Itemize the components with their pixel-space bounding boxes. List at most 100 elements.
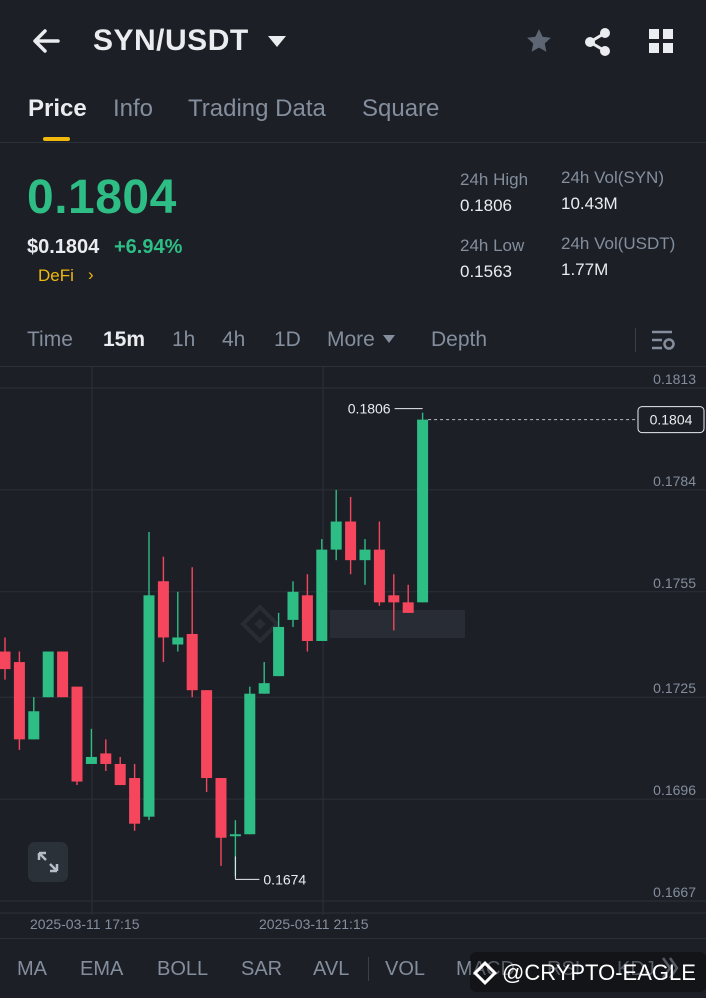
watermark-badge: @CRYPTO-EAGLE bbox=[470, 952, 706, 992]
last-price-label: 0.1804 bbox=[650, 412, 693, 428]
price-change: +6.94% bbox=[114, 236, 183, 258]
candle-body bbox=[172, 637, 184, 645]
candle-body bbox=[28, 711, 40, 740]
candle-body bbox=[0, 651, 11, 670]
chart-grid bbox=[0, 367, 706, 915]
candle-body bbox=[258, 683, 270, 694]
y-tick-label: 0.1813 bbox=[653, 371, 696, 387]
candle-body bbox=[273, 626, 285, 677]
active-tab-indicator bbox=[43, 137, 70, 141]
price-chart[interactable]: 0.1813 0.1784 0.1755 0.1725 0.1696 0.1667 0.1… bbox=[0, 367, 706, 937]
interval-4h[interactable]: 4h bbox=[222, 328, 246, 351]
expand-icon[interactable] bbox=[28, 842, 68, 882]
candle-body bbox=[316, 549, 328, 641]
candle-body bbox=[100, 753, 112, 764]
candle-body bbox=[402, 602, 414, 613]
indicator-macd[interactable]: MACD bbox=[456, 958, 515, 980]
candle-body bbox=[345, 521, 357, 561]
y-tick-label: 0.1784 bbox=[653, 473, 696, 489]
candle-body bbox=[215, 778, 227, 838]
price-markers: 0.1804 0.1806 0.1674 bbox=[234, 401, 705, 887]
low-marker-label: 0.1674 bbox=[263, 871, 306, 887]
candle-body bbox=[244, 693, 256, 835]
candle-body bbox=[129, 778, 141, 824]
share-icon[interactable] bbox=[582, 26, 614, 58]
candle-body bbox=[157, 581, 169, 638]
candles bbox=[0, 412, 429, 877]
y-tick-label: 0.1755 bbox=[653, 575, 696, 591]
pair-title[interactable]: SYN/USDT bbox=[93, 24, 249, 57]
indicator-boll[interactable]: BOLL bbox=[157, 958, 209, 980]
vol-quote-value: 1.77M bbox=[561, 260, 609, 279]
interval-time[interactable]: Time bbox=[27, 328, 73, 351]
high-value: 0.1806 bbox=[460, 196, 512, 215]
tab-info[interactable]: Info bbox=[113, 95, 154, 122]
divider bbox=[0, 938, 706, 939]
indicator-avl[interactable]: AVL bbox=[313, 958, 350, 980]
candle-body bbox=[301, 595, 313, 641]
divider bbox=[0, 142, 706, 143]
vol-base-value: 10.43M bbox=[561, 194, 618, 213]
dropdown-caret-icon[interactable] bbox=[268, 36, 286, 47]
candle-body bbox=[71, 686, 83, 782]
diamond-logo-icon bbox=[472, 960, 498, 986]
top-header: SYN/USDT bbox=[0, 0, 706, 85]
indicator-vol[interactable]: VOL bbox=[385, 958, 426, 980]
candle-body bbox=[417, 419, 429, 603]
y-tick-label: 0.1725 bbox=[653, 680, 696, 696]
interval-depth[interactable]: Depth bbox=[431, 328, 488, 351]
indicator-sar[interactable]: SAR bbox=[241, 958, 283, 980]
candle-body bbox=[186, 633, 198, 691]
grid-menu-icon[interactable] bbox=[647, 27, 675, 55]
watermark-text: @CRYPTO-EAGLE bbox=[502, 960, 696, 985]
tab-price[interactable]: Price bbox=[28, 95, 87, 122]
category-tag[interactable]: DeFi bbox=[38, 266, 74, 285]
vol-base-label: 24h Vol(SYN) bbox=[561, 168, 664, 187]
x-axis-label: 2025-03-11 21:15 bbox=[259, 916, 369, 932]
y-tick-label: 0.1696 bbox=[653, 782, 696, 798]
last-price-box bbox=[637, 406, 705, 434]
x-axis-label: 2025-03-11 17:15 bbox=[30, 916, 140, 932]
indicator-rsi[interactable]: RSI bbox=[547, 958, 581, 980]
indicator-ema[interactable]: EMA bbox=[80, 958, 124, 980]
low-label: 24h Low bbox=[460, 236, 525, 255]
low-value: 0.1563 bbox=[460, 262, 512, 281]
candle-body bbox=[359, 549, 371, 561]
chevron-right-icon[interactable]: › bbox=[88, 265, 94, 284]
candle-body bbox=[201, 690, 213, 779]
indicator-ma[interactable]: MA bbox=[17, 958, 47, 980]
indicator-kdj[interactable]: KDJ bbox=[617, 958, 655, 980]
tab-trading-data[interactable]: Trading Data bbox=[188, 95, 326, 122]
y-tick-label: 0.1667 bbox=[653, 884, 696, 900]
candle-body bbox=[330, 521, 342, 550]
caret-down-icon[interactable] bbox=[383, 335, 395, 343]
separator bbox=[635, 328, 636, 352]
separator bbox=[368, 957, 369, 981]
candle-body bbox=[373, 549, 385, 603]
divider bbox=[0, 366, 706, 367]
chart-settings-icon[interactable] bbox=[650, 328, 676, 352]
back-arrow-icon[interactable] bbox=[30, 24, 62, 58]
interval-1h[interactable]: 1h bbox=[172, 328, 196, 351]
last-price: 0.1804 bbox=[27, 171, 177, 224]
high-marker-label: 0.1806 bbox=[348, 401, 391, 417]
usd-price: $0.1804 bbox=[27, 236, 100, 258]
drag-handle-icon[interactable] bbox=[660, 955, 680, 981]
candle-body bbox=[114, 763, 126, 786]
candle-body bbox=[287, 591, 299, 620]
interval-15m[interactable]: 15m bbox=[103, 328, 146, 351]
candle-body bbox=[57, 651, 69, 698]
tab-square[interactable]: Square bbox=[362, 95, 440, 122]
candle-body bbox=[388, 595, 400, 603]
candle-body bbox=[229, 834, 241, 837]
candle-body bbox=[42, 651, 54, 698]
candle-body bbox=[13, 662, 25, 740]
candle-body bbox=[143, 595, 155, 817]
candle-body bbox=[85, 756, 97, 764]
y-axis: 0.1813 0.1784 0.1755 0.1725 0.1696 0.1667 bbox=[653, 371, 696, 900]
interval-1d[interactable]: 1D bbox=[274, 328, 301, 351]
star-icon[interactable] bbox=[524, 26, 554, 56]
high-label: 24h High bbox=[460, 170, 529, 189]
vol-quote-label: 24h Vol(USDT) bbox=[561, 234, 676, 253]
interval-more[interactable]: More bbox=[327, 328, 375, 351]
